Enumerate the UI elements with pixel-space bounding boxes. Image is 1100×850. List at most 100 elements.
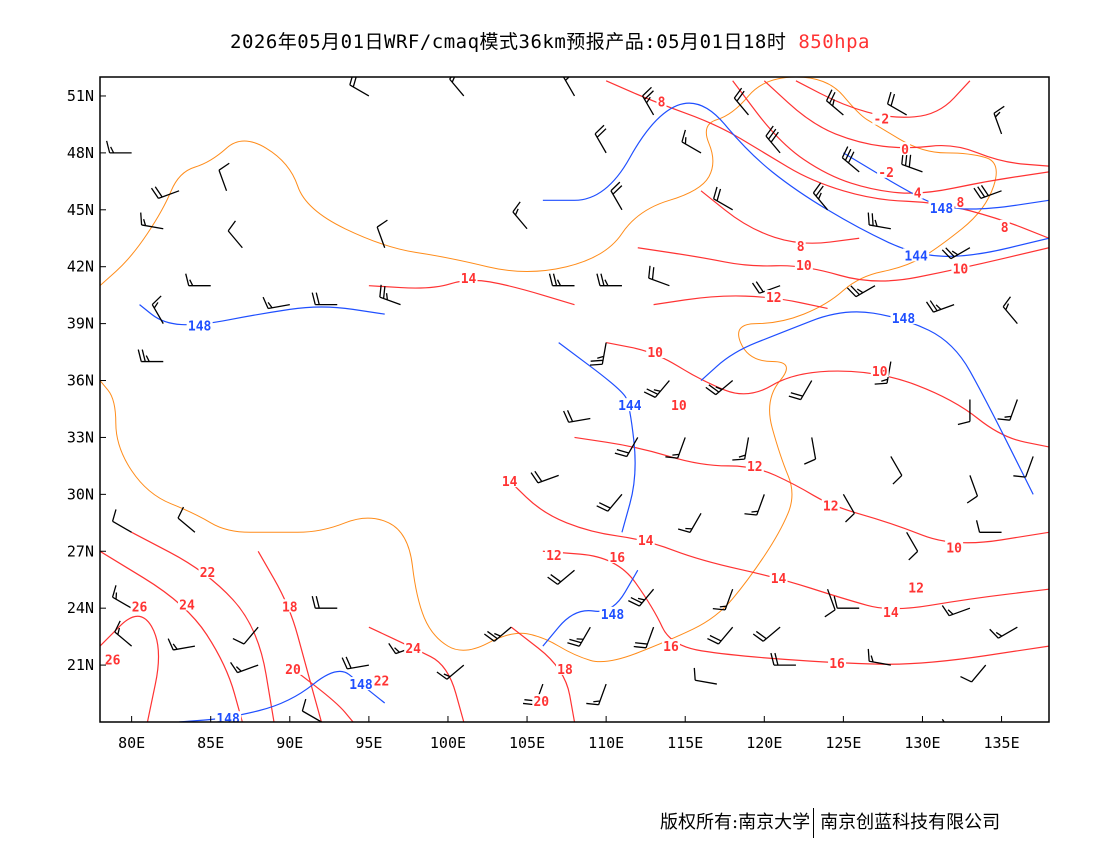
wind-barb bbox=[341, 656, 369, 670]
label-background bbox=[280, 599, 299, 613]
label-background bbox=[599, 606, 626, 620]
wind-barb bbox=[677, 512, 702, 534]
wind-barb bbox=[788, 380, 813, 401]
wind-barb bbox=[665, 437, 686, 459]
contour-label: 16 bbox=[609, 551, 625, 566]
wind-barb bbox=[114, 620, 133, 647]
wind-barb bbox=[563, 410, 591, 423]
lat-tick-label: 36N bbox=[67, 372, 94, 390]
temperature-contour bbox=[542, 550, 1049, 665]
wind-barb bbox=[712, 588, 734, 611]
wind-barb bbox=[886, 91, 907, 116]
label-background bbox=[999, 219, 1010, 233]
temperature-contour bbox=[763, 80, 1049, 167]
contour-label: 16 bbox=[829, 657, 845, 672]
temperature-contour bbox=[257, 550, 323, 722]
contour-label: 14 bbox=[461, 272, 477, 287]
label-background bbox=[130, 599, 149, 613]
contour-label: -2 bbox=[878, 166, 894, 181]
temperature-contour bbox=[510, 626, 576, 722]
contour-label: 10 bbox=[796, 259, 812, 274]
wind-barb bbox=[752, 626, 781, 642]
contour-label: 26 bbox=[132, 600, 148, 615]
contour-label: 20 bbox=[533, 695, 549, 710]
contour-label: 18 bbox=[557, 663, 573, 678]
footer-divider bbox=[813, 808, 815, 838]
temperature-contour-layer bbox=[100, 80, 1049, 722]
wind-barb bbox=[901, 151, 923, 173]
contour-label: 10 bbox=[872, 365, 888, 380]
lon-tick-label: 120E bbox=[746, 734, 782, 752]
wind-barb bbox=[751, 281, 781, 294]
wind-barb bbox=[744, 494, 765, 516]
lon-tick-label: 85E bbox=[197, 734, 224, 752]
wind-barb bbox=[610, 181, 623, 211]
label-background bbox=[764, 290, 783, 304]
wind-barb bbox=[227, 220, 243, 249]
lat-tick-label: 21N bbox=[67, 656, 94, 674]
label-background bbox=[532, 694, 551, 708]
wind-barb bbox=[1002, 296, 1018, 325]
contour-label: 10 bbox=[946, 541, 962, 556]
wind-barb bbox=[589, 342, 607, 366]
wind-barb bbox=[693, 667, 717, 685]
wind-barb bbox=[567, 626, 591, 647]
contour-label: 144 bbox=[618, 399, 642, 414]
wind-barb bbox=[707, 626, 734, 645]
wind-barb bbox=[311, 292, 338, 306]
wind-barb bbox=[512, 201, 528, 230]
label-background bbox=[945, 540, 964, 554]
wind-barb bbox=[889, 721, 891, 722]
contour-label: 12 bbox=[766, 291, 782, 306]
height-contour bbox=[542, 102, 1049, 257]
lon-tick-label: 110E bbox=[588, 734, 624, 752]
wind-barb bbox=[941, 247, 971, 260]
label-background bbox=[769, 570, 788, 584]
map-frame bbox=[99, 76, 1050, 723]
lat-tick-label: 42N bbox=[67, 258, 94, 276]
wind-barb bbox=[993, 105, 1005, 135]
height-contour bbox=[843, 152, 1049, 210]
wind-barb bbox=[151, 295, 164, 324]
wind-barb bbox=[530, 470, 559, 484]
label-background bbox=[928, 200, 955, 214]
wind-barb bbox=[770, 652, 796, 666]
wind-barb bbox=[262, 296, 290, 310]
contour-label: 148 bbox=[892, 312, 916, 327]
contour-label: 148 bbox=[349, 678, 373, 693]
label-background bbox=[890, 310, 917, 324]
copyright-left: 版权所有:南京大学 bbox=[660, 812, 811, 833]
country-border bbox=[100, 77, 997, 663]
wind-barb bbox=[379, 284, 401, 306]
temperature-contour bbox=[795, 80, 971, 118]
label-background bbox=[870, 364, 889, 378]
copyright-right: 南京创蓝科技有限公司 bbox=[820, 812, 1001, 833]
wind-barb bbox=[167, 638, 196, 651]
contour-label: 4 bbox=[914, 187, 922, 202]
wind-barb bbox=[301, 698, 322, 722]
lon-tick-label: 125E bbox=[825, 734, 861, 752]
wind-barb bbox=[596, 493, 623, 512]
contour-label: 16 bbox=[663, 640, 679, 655]
wind-barb bbox=[997, 399, 1018, 421]
wind-barb bbox=[633, 626, 655, 649]
wind-barb bbox=[547, 569, 575, 585]
contour-label: 8 bbox=[1001, 221, 1009, 236]
lat-tick-label: 24N bbox=[67, 599, 94, 617]
height-contour bbox=[558, 342, 636, 533]
wind-barb bbox=[841, 146, 860, 173]
wind-barb bbox=[842, 494, 855, 523]
wind-barb bbox=[975, 520, 1002, 533]
contour-label: 14 bbox=[771, 572, 787, 587]
height-contour bbox=[139, 304, 385, 326]
contour-label: 14 bbox=[638, 534, 654, 549]
label-background bbox=[186, 318, 213, 332]
wind-barb bbox=[562, 77, 576, 97]
wind-barb bbox=[804, 437, 817, 465]
label-background bbox=[907, 580, 926, 594]
contour-label: -2 bbox=[874, 113, 890, 128]
wind-barb bbox=[906, 531, 919, 561]
label-background bbox=[794, 257, 813, 271]
label-background bbox=[872, 111, 891, 125]
